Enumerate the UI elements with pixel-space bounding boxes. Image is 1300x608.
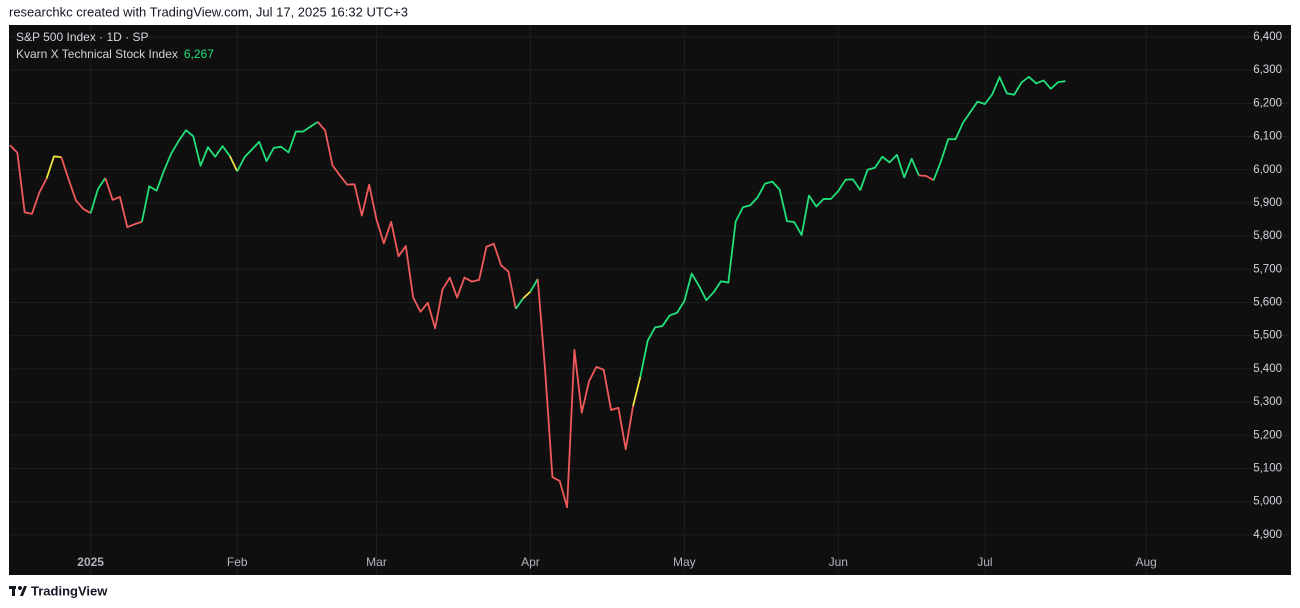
y-tick-label: 4,900 [1253,529,1282,541]
y-tick-label: 6,400 [1253,31,1282,43]
y-tick-label: 5,600 [1253,297,1282,309]
y-tick-label: 5,000 [1253,496,1282,508]
price-segment [536,278,634,509]
plot-area [9,25,1291,575]
legend-value: 6,267 [184,47,214,61]
price-segment [639,153,920,378]
x-tick-label: May [673,555,696,569]
y-tick-label: 5,500 [1253,330,1282,342]
price-segment [45,155,62,179]
price-segment [918,174,935,182]
price-segment [236,121,319,172]
price-segment [515,297,524,310]
legend-name: Kvarn X Technical Stock Index [16,47,178,61]
x-tick-label: Mar [366,555,387,569]
x-tick-label: Apr [521,555,540,569]
x-tick-label: Jun [829,555,848,569]
y-tick-label: 6,300 [1253,64,1282,76]
y-tick-label: 5,200 [1253,429,1282,441]
grid [10,25,1290,575]
price-segment [317,121,517,330]
price-segment [104,177,143,229]
price-segment [529,278,539,292]
y-tick-label: 5,900 [1253,197,1282,209]
x-tick-label: Jul [977,555,992,569]
brand-logo [9,586,27,596]
y-tick-label: 6,200 [1253,97,1282,109]
y-tick-label: 5,100 [1253,462,1282,474]
y-tick-label: 5,400 [1253,363,1282,375]
price-segment [932,75,1066,181]
x-tick-label: Aug [1135,555,1156,569]
y-tick-label: 5,700 [1253,263,1282,275]
price-line [9,75,1066,509]
x-tick-label: 2025 [77,555,104,569]
price-segment [141,129,231,223]
y-tick-label: 6,100 [1253,131,1282,143]
price-segment [632,376,642,407]
price-segment [522,290,532,300]
price-segment [60,156,92,214]
chart-title: S&P 500 Index · 1D · SP [16,30,149,44]
price-segment [229,155,239,172]
attribution: researchkc created with TradingView.com,… [9,4,408,19]
x-tick-label: Feb [227,555,248,569]
y-tick-label: 5,300 [1253,396,1282,408]
price-segment [9,144,48,215]
y-tick-label: 5,800 [1253,230,1282,242]
axes: 6,400 6,300 6,200 6,100 6,000 5,900 5,800 5,700… [77,31,1282,569]
y-tick-label: 6,000 [1253,164,1282,176]
price-segment [89,177,107,214]
brand: TradingView [31,583,108,598]
